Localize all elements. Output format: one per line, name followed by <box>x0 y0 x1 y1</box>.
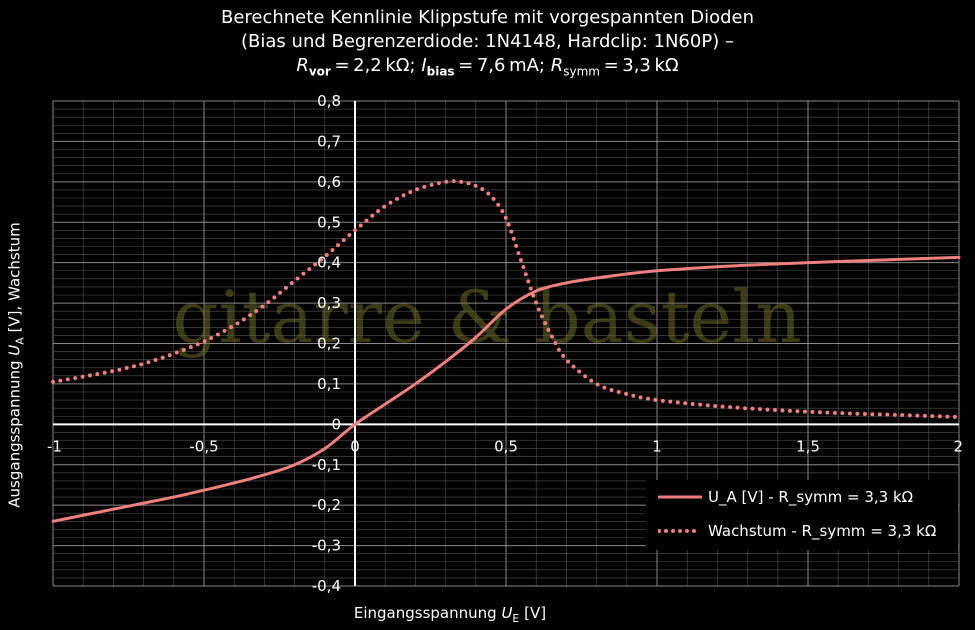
y-axis-label-subscript: A <box>13 337 27 345</box>
legend: U_A [V] - R_symm = 3,3 kΩ Wachstum - R_s… <box>646 480 958 550</box>
x-axis-label-suffix: [V] <box>519 604 547 622</box>
x-tick-label: -0,5 <box>189 437 218 455</box>
y-tick-label: -0,4 <box>312 577 341 595</box>
legend-label-ua: U_A [V] - R_symm = 3,3 kΩ <box>708 488 914 506</box>
y-axis-label-symbol: U <box>5 344 24 356</box>
y-tick-label: 0,3 <box>317 294 341 312</box>
y-tick-label: 0,4 <box>317 254 341 272</box>
chart-title: Berechnete Kennlinie Klippstufe mit vorg… <box>0 6 975 84</box>
r-vor-subscript: vor <box>308 64 331 79</box>
y-tick-label: 0,5 <box>317 213 341 231</box>
x-tick-label: 0 <box>350 437 360 455</box>
y-axis-label: Ausgangsspannung UA [V], Wachstum <box>6 222 27 507</box>
x-tick-label: 1,5 <box>796 437 820 455</box>
y-tick-label: 0,8 <box>317 92 341 110</box>
legend-label-wachstum: Wachstum - R_symm = 3,3 kΩ <box>708 522 937 540</box>
y-tick-label: -0,2 <box>312 496 341 514</box>
y-axis-label-suffix: [V], Wachstum <box>5 222 24 338</box>
x-tick-label: 0,5 <box>494 437 518 455</box>
watermark: gitarre & basteln <box>172 275 801 359</box>
legend-swatch-dotted <box>658 529 702 533</box>
x-tick-label: -1 <box>47 437 62 455</box>
x-axis-label-subscript: E <box>512 612 520 625</box>
r-symm-symbol: R <box>550 55 564 76</box>
y-tick-label: 0,7 <box>317 132 341 150</box>
title-line-1: Berechnete Kennlinie Klippstufe mit vorg… <box>220 7 755 28</box>
tick-labels: -0,4 -0,3 -0,2 -0,1 0,1 0,2 0,3 0,4 0,5 0,6 0,7 0,8… <box>47 92 963 595</box>
series-ua-line <box>51 255 961 523</box>
i-bias-symbol: I <box>421 55 427 76</box>
i-bias-value: = 7,6 mA; <box>454 55 551 76</box>
series-wachstum-line <box>51 179 961 420</box>
y-tick-label: -0,1 <box>312 456 341 474</box>
title-line-2: (Bias und Begrenzerdiode: 1N4148, Hardcl… <box>241 31 734 52</box>
y-axis-label-prefix: Ausgangsspannung <box>5 355 24 508</box>
r-symm-subscript: symm <box>563 64 600 79</box>
x-axis-label: Eingangsspannung UE [V] <box>0 604 900 625</box>
y-tick-label: 0,1 <box>317 375 341 393</box>
x-axis-label-prefix: Eingangsspannung <box>353 604 502 622</box>
y-tick-label: 0,6 <box>317 173 341 191</box>
y-tick-label: 0 <box>331 415 341 433</box>
legend-item-ua: U_A [V] - R_symm = 3,3 kΩ <box>658 484 913 510</box>
series-group <box>51 179 961 523</box>
y-tick-label: 0,2 <box>317 335 341 353</box>
title-line-3: Rvor = 2,2 kΩ; Ibias = 7,6 mA; Rsymm = 3… <box>0 54 975 84</box>
x-tick-label: 2 <box>953 437 963 455</box>
x-axis-label-symbol: U <box>501 604 513 622</box>
y-tick-label: -0,3 <box>312 537 341 555</box>
axes <box>53 101 959 586</box>
r-vor-symbol: R <box>296 55 309 76</box>
r-symm-value: = 3,3 kΩ <box>599 55 679 76</box>
x-tick-label: 1 <box>652 437 662 455</box>
legend-item-wachstum: Wachstum - R_symm = 3,3 kΩ <box>658 518 936 544</box>
legend-swatch-solid <box>658 495 702 499</box>
i-bias-subscript: bias <box>426 64 455 79</box>
r-vor-value: = 2,2 kΩ; <box>330 55 422 76</box>
